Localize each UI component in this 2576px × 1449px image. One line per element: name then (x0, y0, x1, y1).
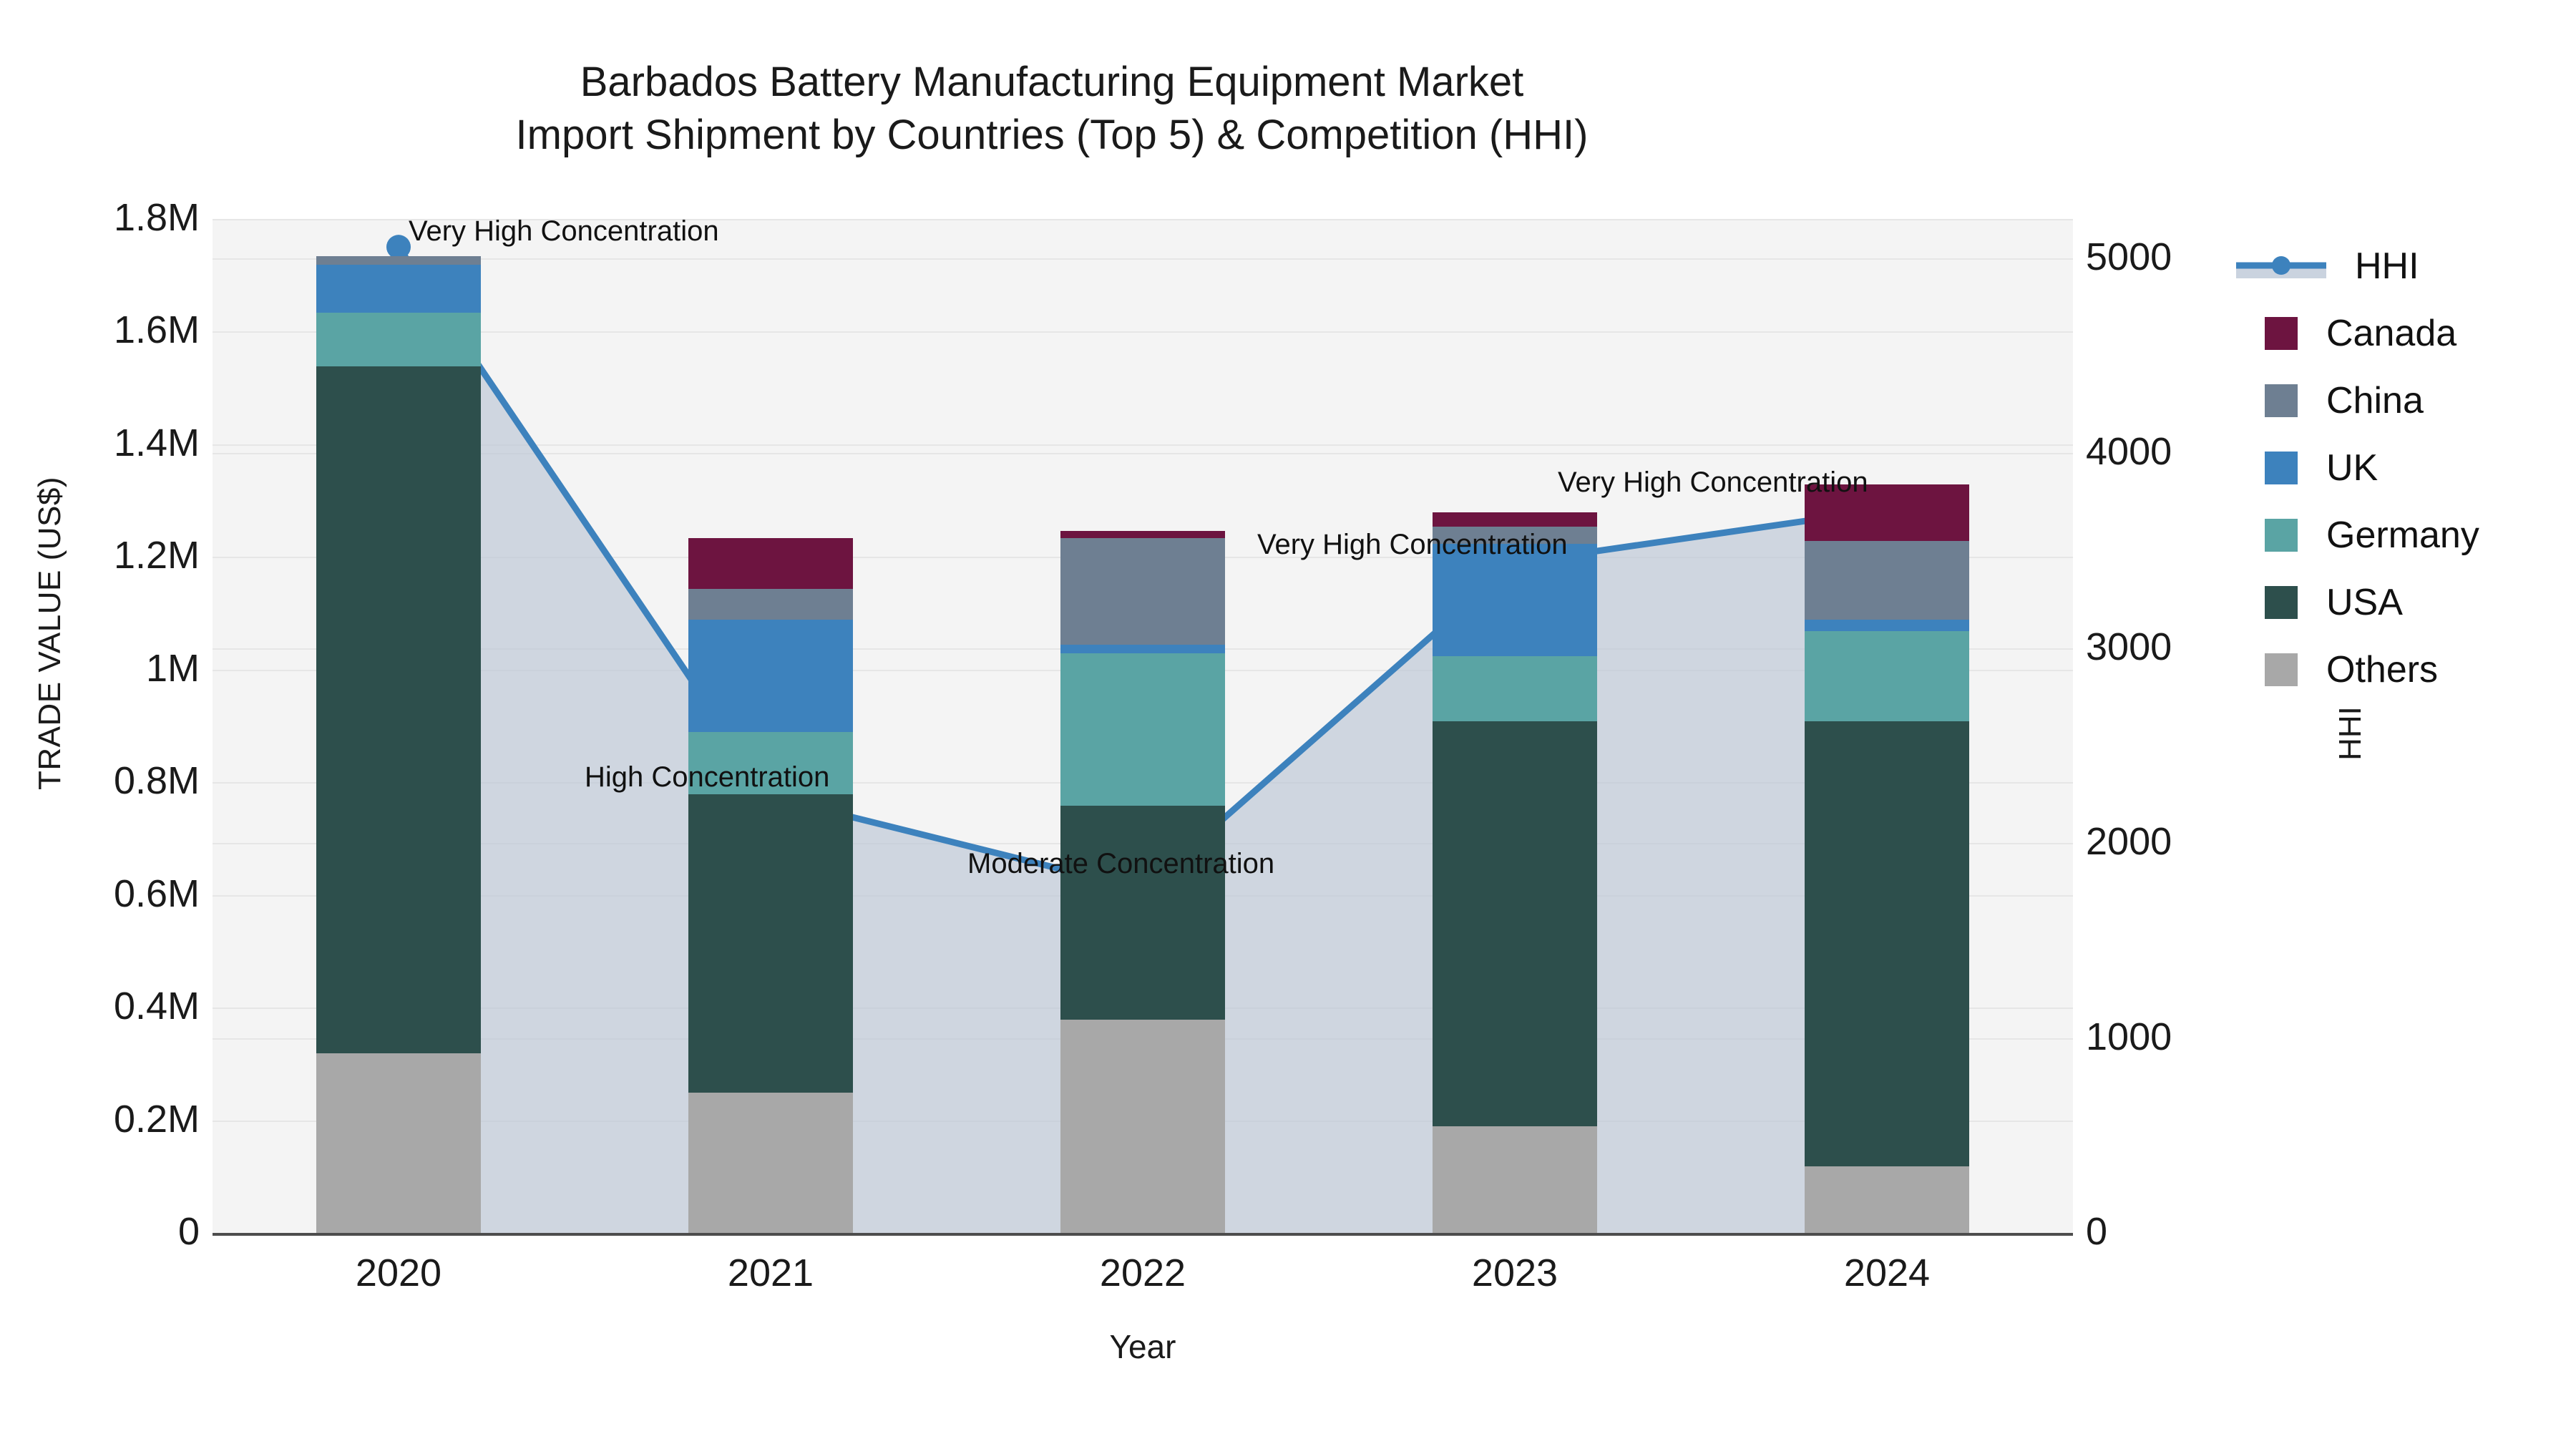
bar-segment-uk-2021[interactable] (688, 619, 853, 733)
y-tick-left-0.8M: 0.8M (113, 759, 200, 803)
legend-swatch-china (2265, 384, 2298, 417)
legend-label-china: China (2326, 380, 2424, 421)
bar-group-2023[interactable] (1433, 220, 1597, 1234)
y-tick-left-1.6M: 1.6M (113, 308, 200, 352)
y-tick-right-0: 0 (2086, 1210, 2108, 1253)
legend-item-germany[interactable]: Germany (2265, 502, 2565, 569)
gridline-left-1800000 (213, 219, 2073, 220)
legend-swatch-usa (2265, 586, 2298, 619)
bar-segment-uk-2023[interactable] (1433, 543, 1597, 657)
bar-segment-china-2023[interactable] (1433, 527, 1597, 544)
x-tick-2021: 2021 (727, 1252, 814, 1294)
y-axis-left-label: TRADE VALUE (US$) (32, 477, 67, 790)
legend-label-canada: Canada (2326, 313, 2457, 354)
bar-segment-uk-2024[interactable] (1805, 619, 1969, 631)
bar-segment-canada-2021[interactable] (688, 537, 853, 589)
chart-subtitle-line-2: Import Shipment by Countries (Top 5) & C… (515, 112, 1589, 159)
annotation-2021: High Concentration (585, 761, 830, 793)
legend-label-others: Others (2326, 649, 2439, 691)
bar-segment-china-2020[interactable] (316, 256, 481, 265)
legend-item-canada[interactable]: Canada (2265, 300, 2565, 367)
bar-group-2020[interactable] (316, 220, 481, 1234)
bar-group-2024[interactable] (1805, 220, 1969, 1234)
bar-segment-others-2022[interactable] (1060, 1019, 1225, 1234)
bar-segment-usa-2021[interactable] (688, 794, 853, 1093)
y-tick-left-0: 0 (177, 1210, 200, 1253)
annotation-2022: Moderate Concentration (967, 848, 1275, 880)
bar-segment-germany-2021[interactable] (688, 732, 853, 794)
bar-group-2021[interactable] (688, 220, 853, 1234)
annotation-2023: Very High Concentration (1257, 528, 1568, 560)
bar-segment-canada-2022[interactable] (1060, 531, 1225, 538)
legend-label-usa: USA (2326, 582, 2403, 623)
y-tick-right-2000: 2000 (2086, 820, 2172, 863)
bar-segment-canada-2024[interactable] (1805, 484, 1969, 541)
x-tick-2020: 2020 (355, 1252, 442, 1294)
y-tick-left-1M: 1M (145, 646, 200, 690)
legend-label-germany: Germany (2326, 514, 2479, 556)
x-tick-2024: 2024 (1843, 1252, 1931, 1294)
bar-segment-china-2022[interactable] (1060, 537, 1225, 645)
x-axis-label: Year (1109, 1328, 1176, 1365)
bar-segment-usa-2022[interactable] (1060, 805, 1225, 1020)
annotation-2024: Very High Concentration (1558, 466, 1868, 498)
y-tick-right-5000: 5000 (2086, 235, 2172, 278)
annotation-2020: Very High Concentration (409, 215, 719, 248)
bar-segment-china-2024[interactable] (1805, 540, 1969, 620)
bar-segment-germany-2024[interactable] (1805, 630, 1969, 721)
x-axis-line (213, 1233, 2073, 1236)
y-tick-left-1.2M: 1.2M (113, 534, 200, 577)
bar-segment-uk-2022[interactable] (1060, 645, 1225, 654)
chart-title-line-1: Barbados Battery Manufacturing Equipment… (580, 59, 1524, 105)
legend-label-hhi: HHI (2355, 245, 2419, 287)
bar-segment-others-2021[interactable] (688, 1093, 853, 1234)
bar-segment-canada-2023[interactable] (1433, 512, 1597, 527)
legend-item-hhi[interactable]: HHI (2236, 233, 2565, 300)
y-tick-left-1.8M: 1.8M (113, 196, 200, 239)
legend-item-usa[interactable]: USA (2265, 569, 2565, 636)
y-tick-left-0.4M: 0.4M (113, 985, 200, 1028)
legend-line-icon (2236, 250, 2326, 283)
legend-swatch-uk (2265, 452, 2298, 484)
bar-segment-china-2021[interactable] (688, 588, 853, 620)
y-tick-right-4000: 4000 (2086, 430, 2172, 473)
legend-item-china[interactable]: China (2265, 367, 2565, 434)
y-tick-right-3000: 3000 (2086, 625, 2172, 668)
legend-item-uk[interactable]: UK (2265, 434, 2565, 502)
legend: HHI Canada China UK Germany USA Others (2236, 233, 2565, 703)
bar-group-2022[interactable] (1060, 220, 1225, 1234)
bar-segment-others-2020[interactable] (316, 1053, 481, 1234)
bar-segment-germany-2022[interactable] (1060, 653, 1225, 806)
bar-segment-others-2023[interactable] (1433, 1126, 1597, 1234)
x-tick-2023: 2023 (1471, 1252, 1558, 1294)
bar-segment-uk-2020[interactable] (316, 264, 481, 313)
legend-item-others[interactable]: Others (2265, 636, 2565, 703)
legend-label-uk: UK (2326, 447, 2379, 489)
bar-segment-usa-2024[interactable] (1805, 721, 1969, 1166)
y-tick-left-0.2M: 0.2M (113, 1097, 200, 1141)
bar-segment-usa-2020[interactable] (316, 366, 481, 1054)
y-tick-left-0.6M: 0.6M (113, 872, 200, 915)
legend-swatch-others (2265, 653, 2298, 686)
x-tick-2022: 2022 (1099, 1252, 1186, 1294)
bar-segment-germany-2020[interactable] (316, 312, 481, 366)
legend-swatch-canada (2265, 317, 2298, 350)
bar-segment-germany-2023[interactable] (1433, 656, 1597, 721)
bar-segment-others-2024[interactable] (1805, 1166, 1969, 1234)
chart-title: Barbados Battery Manufacturing Equipment… (0, 56, 2104, 162)
y-tick-left-1.4M: 1.4M (113, 421, 200, 464)
y-tick-right-1000: 1000 (2086, 1015, 2172, 1058)
bar-segment-usa-2023[interactable] (1433, 721, 1597, 1127)
legend-swatch-germany (2265, 519, 2298, 552)
